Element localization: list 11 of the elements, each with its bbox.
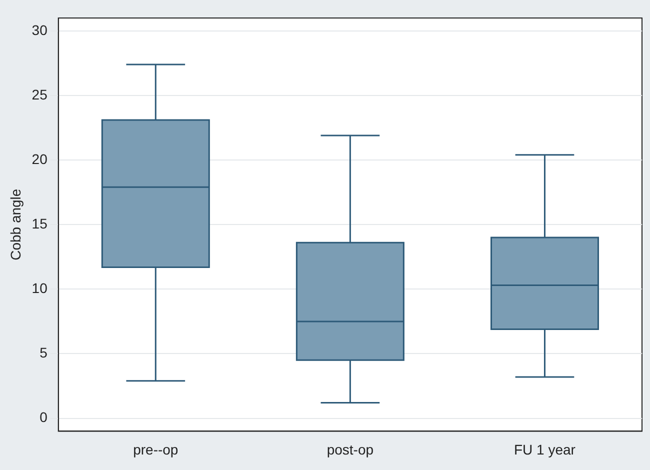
y-axis-title: Cobb angle: [7, 188, 24, 260]
y-tick-label: 0: [40, 409, 48, 426]
y-tick-label: 20: [32, 150, 48, 167]
x-tick-label: pre--op: [133, 441, 178, 458]
y-tick-label: 30: [32, 22, 48, 38]
y-tick-label: 5: [40, 344, 48, 361]
x-tick-label: FU 1 year: [514, 441, 576, 458]
y-tick-label: 10: [32, 280, 48, 296]
x-tick-label: post-op: [326, 441, 374, 458]
y-tick-label: 15: [32, 215, 48, 232]
y-tick-label: 25: [32, 86, 48, 102]
